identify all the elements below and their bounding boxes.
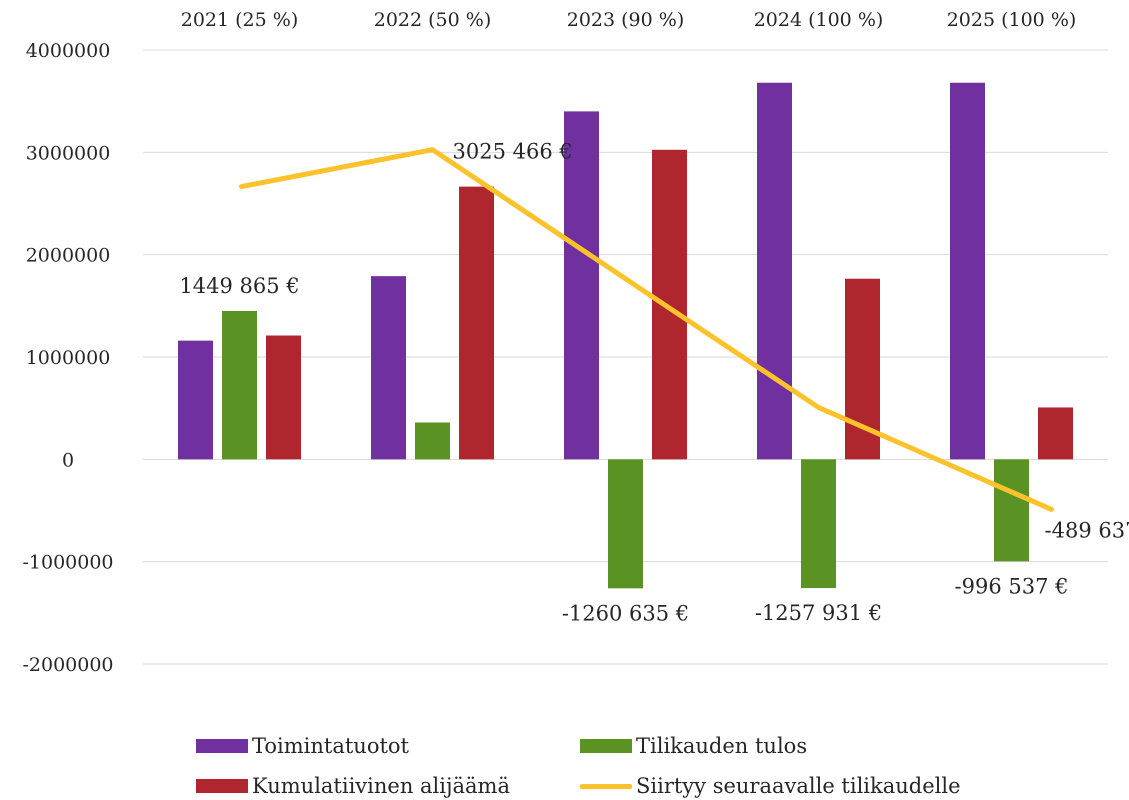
bar-kumulatiivinen-alij-m-	[459, 186, 494, 460]
line-siirtyy-seuraavalle-tilikaudelle	[239, 147, 1054, 512]
data-label: -1260 635 €	[562, 601, 689, 625]
y-tick-label: 4000000	[26, 40, 111, 62]
bar-toimintatuotot	[564, 111, 599, 460]
bar-tilikauden-tulos	[415, 422, 450, 460]
bar-toimintatuotot	[950, 82, 985, 460]
bar-toimintatuotot	[757, 82, 792, 460]
bar-kumulatiivinen-alij-m-	[1038, 407, 1073, 460]
y-tick-label: 3000000	[26, 142, 111, 164]
x-axis-labels: 2021 (25 %) 2022 (50 %) 2023 (90 %) 2024 (1…	[181, 9, 1077, 31]
x-category-label: 2021 (25 %)	[181, 9, 299, 31]
line-series	[239, 147, 1054, 512]
x-category-label: 2022 (50 %)	[374, 9, 492, 31]
data-label: -1257 931 €	[755, 601, 882, 625]
bar-tilikauden-tulos	[608, 459, 643, 589]
bars	[178, 82, 1073, 589]
data-label: 3025 466 €	[453, 140, 573, 164]
y-tick-label: -1000000	[22, 552, 113, 574]
y-tick-label: -2000000	[22, 654, 113, 676]
y-tick-label: 2000000	[26, 245, 111, 267]
data-label: -489 637 €	[1045, 518, 1129, 542]
data-labels: 1449 865 € -1260 635 € -1257 931 € -996 537…	[179, 140, 1129, 626]
bar-toimintatuotot	[178, 340, 213, 460]
x-category-label: 2023 (90 %)	[567, 9, 685, 31]
bar-kumulatiivinen-alij-m-	[266, 335, 301, 460]
bar-toimintatuotot	[371, 276, 406, 460]
data-label: 1449 865 €	[179, 274, 299, 298]
bar-tilikauden-tulos	[222, 310, 257, 460]
x-category-label: 2024 (100 %)	[754, 9, 884, 31]
x-category-label: 2025 (100 %)	[947, 9, 1077, 31]
y-tick-label: 0	[62, 449, 74, 471]
y-axis-labels: 4000000 3000000 2000000 1000000 0 -1000000 -20…	[22, 40, 113, 676]
bar-tilikauden-tulos	[801, 459, 836, 589]
bar-kumulatiivinen-alij-m-	[652, 149, 687, 460]
bar-tilikauden-tulos	[994, 459, 1029, 562]
data-label: -996 537 €	[955, 574, 1069, 598]
y-tick-label: 1000000	[26, 347, 111, 369]
